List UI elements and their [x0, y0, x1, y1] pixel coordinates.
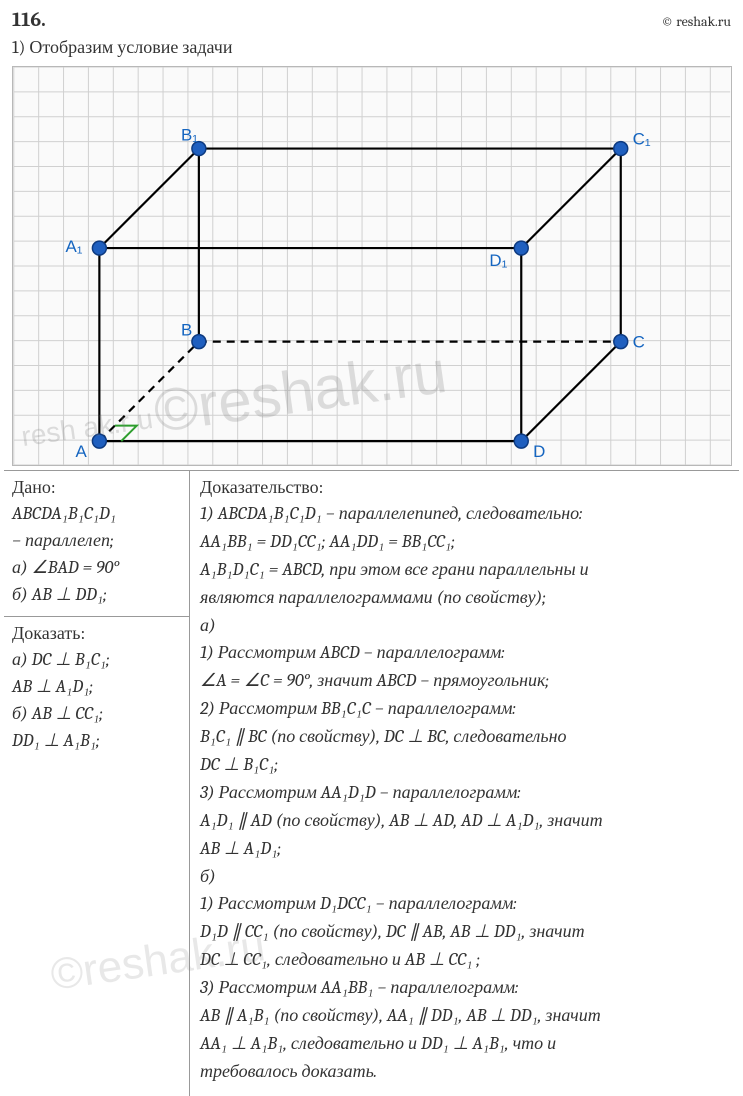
proof-line: B₁C₁ ∥ BC (по свойству), DC ⊥ BC, следов…: [200, 723, 729, 751]
given-line: ABCDA₁B₁C₁D₁: [12, 500, 181, 527]
proof-line: 1) Рассмотрим D₁DCC₁ − параллелограмм:: [200, 890, 729, 918]
proof-line: D₁D ∥ CC₁ (по свойству), DC ∥ AB, AB ⊥ D…: [200, 918, 729, 946]
given-line: б) AB ⊥ DD₁;: [12, 581, 181, 608]
proof-line: 3) Рассмотрим AA₁D₁D − параллелограмм:: [200, 779, 729, 807]
proof-line: 1) Рассмотрим ABCD − параллелограмм:: [200, 639, 729, 667]
proof-line: AA₁ ⊥ A₁B₁, следовательно и DD₁ ⊥ A₁B₁, …: [200, 1030, 729, 1058]
solution-table: Дано: ABCDA₁B₁C₁D₁− параллелеп;а) ∠BAD =…: [4, 470, 739, 1096]
proof-line: б): [200, 863, 729, 891]
proof-line: а): [200, 612, 729, 640]
site-link: © reshak.ru: [661, 13, 731, 30]
header: 116. © reshak.ru: [0, 0, 743, 35]
given-line: − параллелеп;: [12, 527, 181, 554]
prove-line: AB ⊥ A₁D₁;: [12, 673, 181, 700]
proof-line: DC ⊥ B₁C₁;: [200, 751, 729, 779]
given-section: Дано: ABCDA₁B₁C₁D₁− параллелеп;а) ∠BAD =…: [4, 471, 189, 616]
proof-line: являются параллелограммами (по свойству)…: [200, 584, 729, 612]
prove-line: а) DC ⊥ B₁C₁;: [12, 646, 181, 673]
proof-line: A₁B₁D₁C₁ = ABCD, при этом все грани пара…: [200, 556, 729, 584]
prove-title: Доказать:: [12, 623, 181, 644]
proof-line: 3) Рассмотрим AA₁BB₁ − параллелограмм:: [200, 974, 729, 1002]
proof-line: 1) ABCDA₁B₁C₁D₁ − параллелепипед, следов…: [200, 500, 729, 528]
given-line: а) ∠BAD = 90°: [12, 554, 181, 581]
svg-text:D: D: [533, 442, 545, 461]
proof-line: AB ⊥ A₁D₁;: [200, 835, 729, 863]
svg-text:D₁: D₁: [489, 251, 507, 270]
proof-line: требовалось доказать.: [200, 1058, 729, 1086]
prove-section: Доказать: а) DC ⊥ B₁C₁;AB ⊥ A₁D₁;б) AB ⊥…: [4, 616, 189, 762]
svg-text:B: B: [180, 321, 191, 340]
proof-line: ∠A = ∠C = 90°, значит ABCD − прямоугольн…: [200, 667, 729, 695]
proof-line: AA₁BB₁ = DD₁CC₁; AA₁DD₁ = BB₁CC₁;: [200, 528, 729, 556]
svg-text:C: C: [632, 333, 644, 352]
left-column: Дано: ABCDA₁B₁C₁D₁− параллелеп;а) ∠BAD =…: [4, 471, 190, 1096]
svg-text:A: A: [75, 442, 87, 461]
proof-title: Доказательство:: [200, 477, 729, 498]
svg-text:B₁: B₁: [180, 126, 197, 145]
svg-text:C₁: C₁: [632, 130, 650, 149]
subtitle: 1) Отобразим условие задачи: [0, 35, 743, 66]
diagram-svg: A B C D A₁ B₁ C₁ D₁: [13, 67, 731, 465]
svg-text:A₁: A₁: [65, 237, 82, 256]
prove-line: б) AB ⊥ CC₁;: [12, 700, 181, 727]
given-title: Дано:: [12, 477, 181, 498]
proof-line: 2) Рассмотрим BB₁C₁C − параллелограмм:: [200, 695, 729, 723]
diagram: ABCDA₁B₁C₁D₁ ©reshak.ru resh ak.r u: [12, 66, 732, 466]
proof-section: Доказательство: 1) ABCDA₁B₁C₁D₁ − паралл…: [190, 471, 739, 1096]
proof-line: AB ∥ A₁B₁ (по свойству), AA₁ ∥ DD₁, AB ⊥…: [200, 1002, 729, 1030]
proof-line: A₁D₁ ∥ AD (по свойству), AB ⊥ AD, AD ⊥ A…: [200, 807, 729, 835]
problem-number: 116.: [12, 8, 46, 31]
proof-line: DC ⊥ CC₁, следовательно и AB ⊥ CC₁ ;: [200, 946, 729, 974]
prove-line: DD₁ ⊥ A₁B₁;: [12, 727, 181, 754]
